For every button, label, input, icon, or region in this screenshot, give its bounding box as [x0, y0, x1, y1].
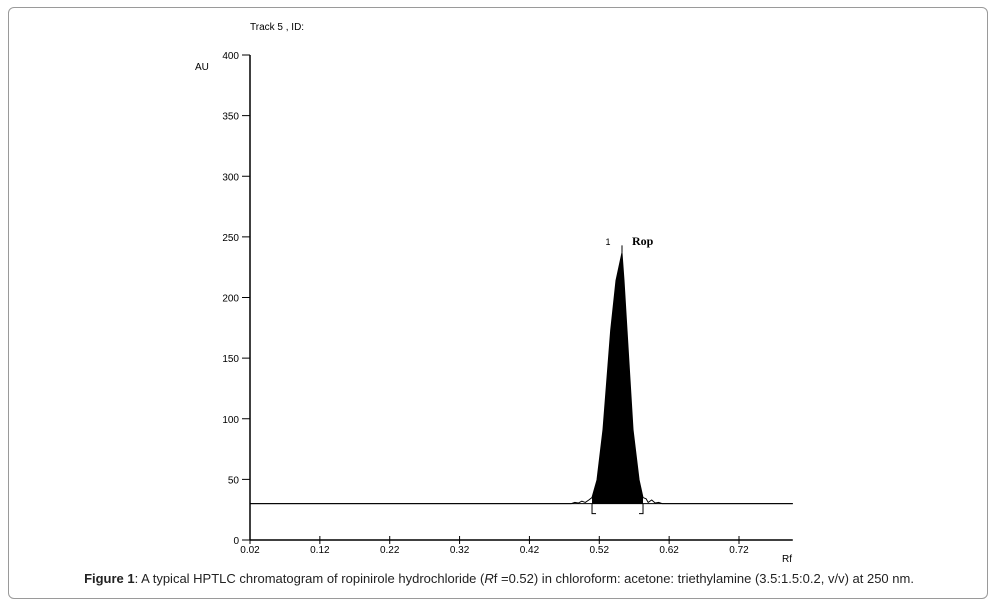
x-tick-label: 0.52	[590, 545, 610, 556]
x-axis-label: Rf	[782, 554, 792, 565]
x-tick-label: 0.42	[520, 545, 540, 556]
caption-text: : A typical HPTLC chromatogram of ropini…	[134, 571, 485, 586]
caption-text-2: f =0.52) in chloroform: acetone: triethy…	[493, 571, 914, 586]
y-tick-label: 200	[222, 294, 239, 305]
x-tick-label: 0.02	[240, 545, 260, 556]
y-tick-label: 400	[222, 51, 239, 62]
y-tick-label: 350	[222, 112, 239, 123]
peak-label: Rop	[632, 234, 654, 248]
y-tick-label: 0	[233, 536, 239, 547]
y-tick-label: 50	[228, 475, 240, 486]
x-tick-label: 0.72	[729, 545, 749, 556]
x-tick-label: 0.12	[310, 545, 330, 556]
y-tick-label: 150	[222, 354, 239, 365]
x-tick-label: 0.22	[380, 545, 400, 556]
figure-frame	[8, 7, 988, 599]
y-tick-label: 100	[222, 415, 239, 426]
y-tick-label: 250	[222, 233, 239, 244]
y-axis-label: AU	[195, 62, 209, 73]
signal-line	[250, 252, 793, 505]
figure-caption: Figure 1: A typical HPTLC chromatogram o…	[0, 571, 998, 586]
x-tick-label: 0.32	[450, 545, 470, 556]
integration-bracket	[639, 503, 644, 515]
peak-area	[592, 252, 644, 504]
integration-bracket	[591, 503, 597, 515]
caption-rf: R	[484, 571, 494, 586]
peak-number: 1	[605, 237, 610, 247]
chart-title: Track 5 , ID:	[250, 22, 304, 33]
caption-label: Figure 1	[84, 571, 135, 586]
x-tick-label: 0.62	[659, 545, 679, 556]
y-tick-label: 300	[222, 172, 239, 183]
